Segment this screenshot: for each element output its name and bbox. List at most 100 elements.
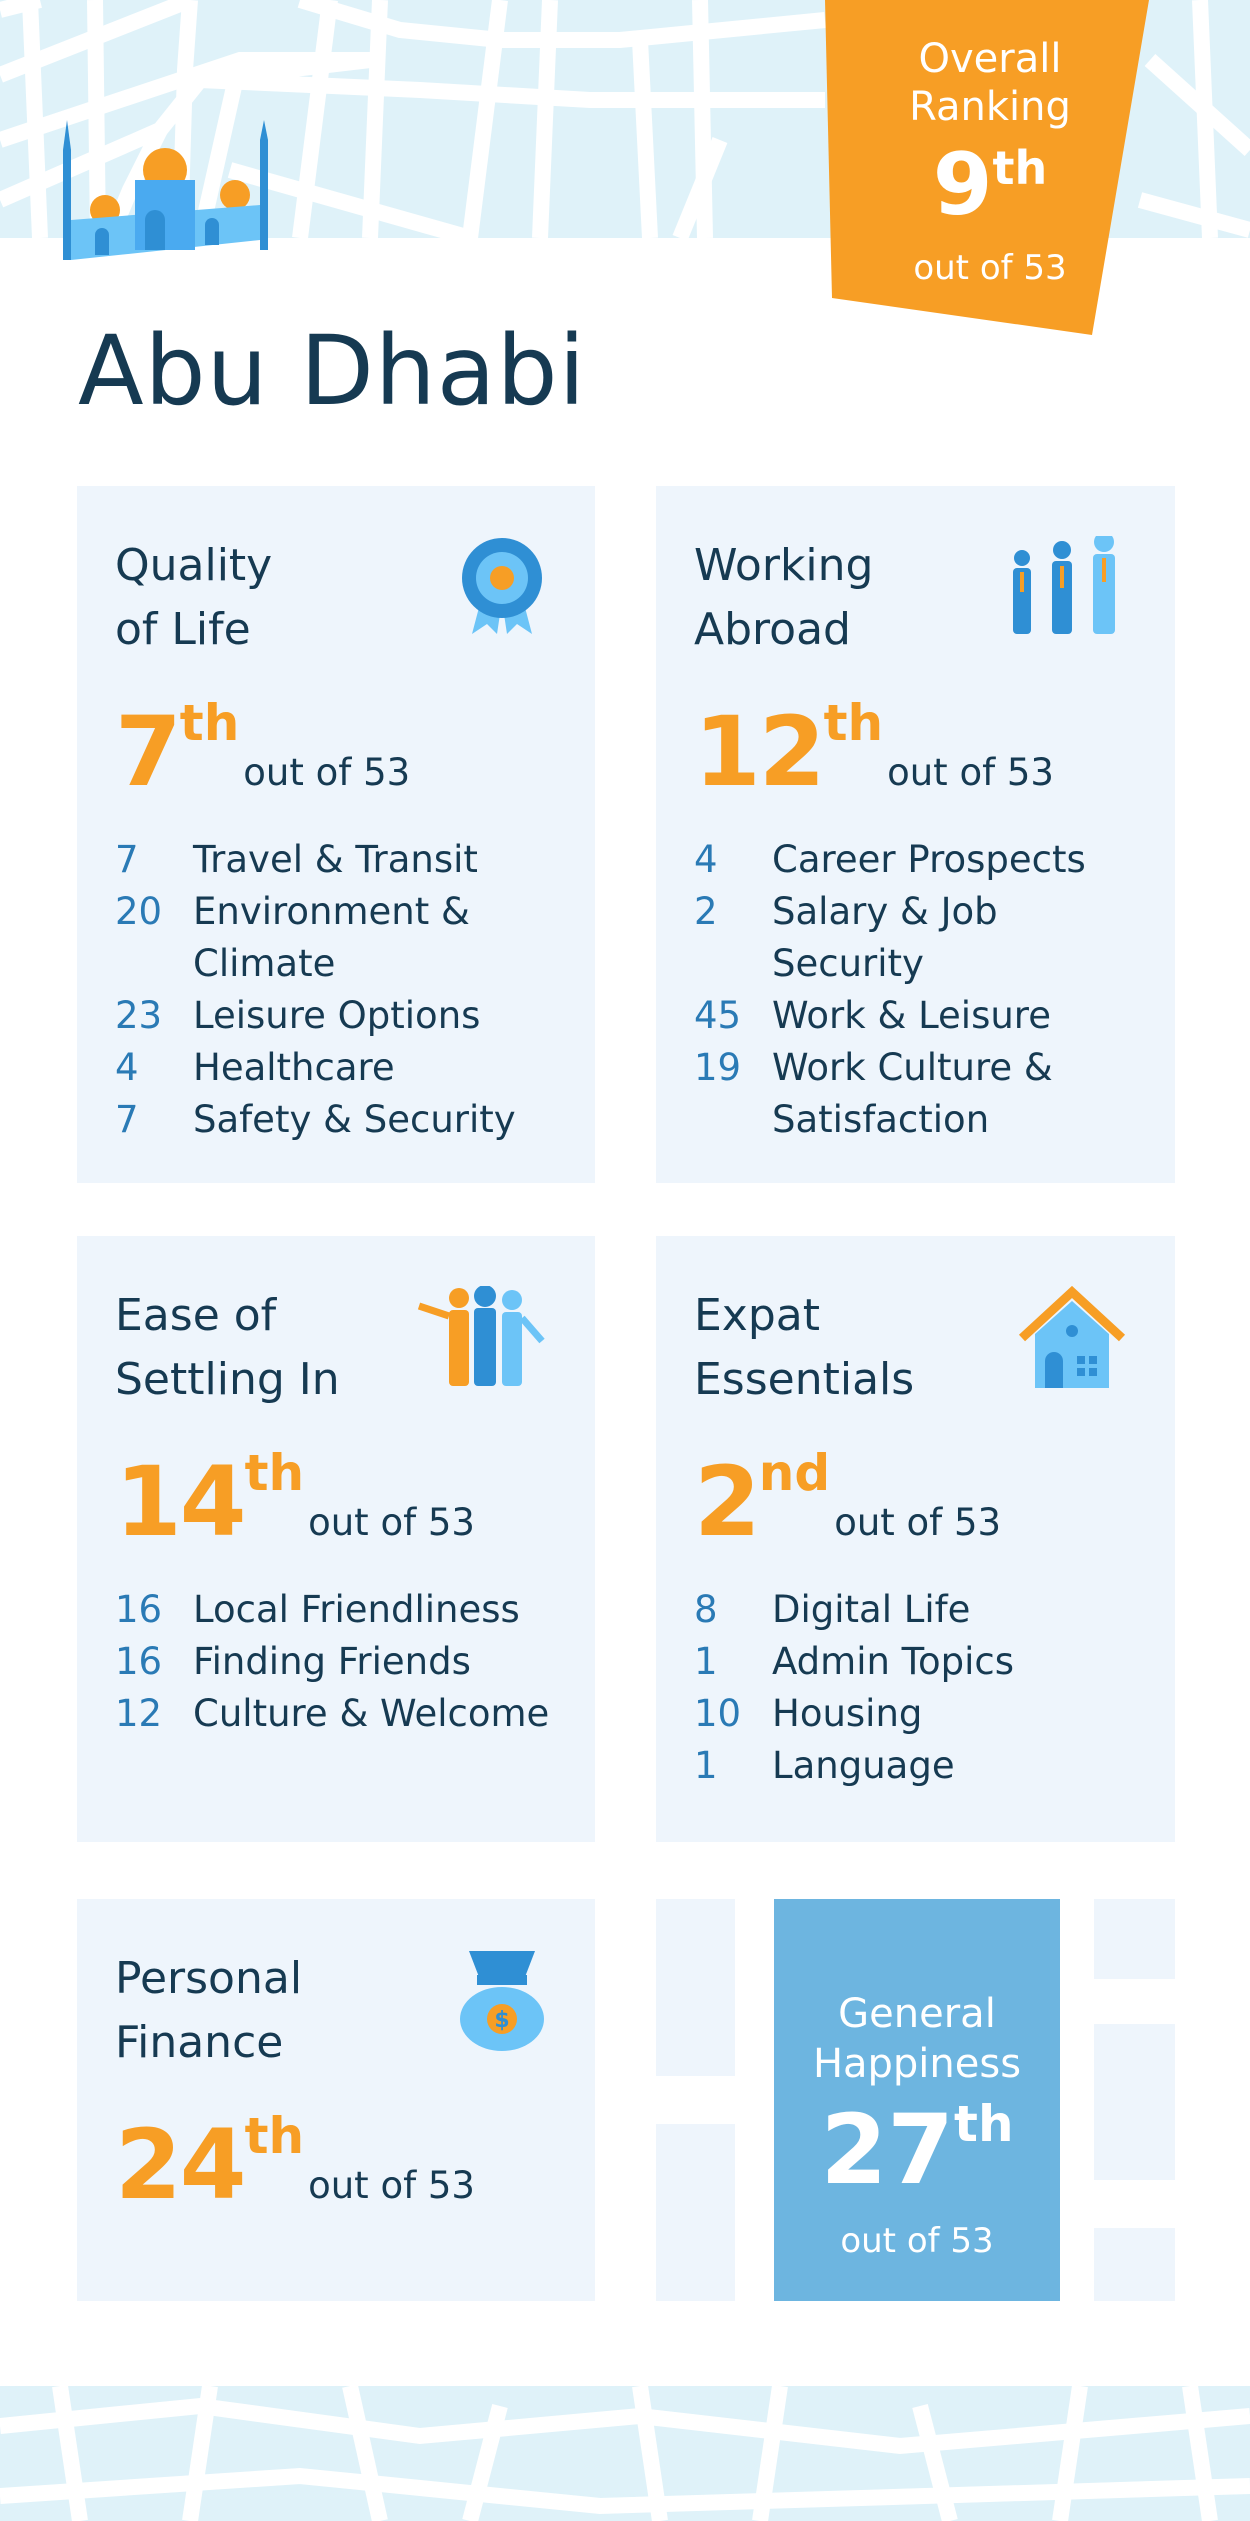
rank-number: 14 [115,1446,247,1558]
decor-block [1094,1899,1175,1979]
sub-rank: 16 [115,1588,163,1631]
rank-number: 7 [115,696,182,808]
rank-number: 12 [694,696,826,808]
card-rank: 24thout of 53 [115,2107,595,2221]
list-item: 1 Admin Topics [694,1636,1175,1688]
sub-ranking-list: 16 Local Friendliness 16 Finding Friends 12 C… [115,1584,595,1740]
overall-label-1: Overall [918,36,1062,82]
card-title-line: Personal [115,1953,303,2004]
overall-label-2: Ranking [909,84,1071,130]
rank-suffix: th [179,694,240,752]
rank-suffix: th [244,1444,305,1502]
card-expat-essentials: Expat Essentials 2ndout of 53 8 Digital Life… [656,1236,1175,1842]
card-title: Expat Essentials [694,1284,1175,1412]
rank-out-of: out of 53 [243,751,411,794]
card-title-line: Settling In [115,1354,340,1405]
list-item: 12 Culture & Welcome [115,1688,595,1740]
card-title-line: Ease of [115,1290,277,1341]
sub-label: Culture & Welcome [193,1692,550,1735]
sub-rank: 7 [115,838,139,881]
list-item: 45 Work & Leisure [694,990,1175,1042]
money-bag-icon: $ [457,1949,547,2058]
rank-out-of: out of 53 [887,751,1054,794]
card-title-line: Abroad [694,604,851,655]
sub-rank: 12 [115,1692,163,1735]
sub-label: Travel & Transit [193,838,478,881]
svg-text:$: $ [494,2008,509,2033]
sub-rank: 45 [694,994,742,1037]
sub-ranking-list: 7 Travel & Transit 20 Environment & Climate… [115,834,595,1146]
sub-ranking-list: 4 Career Prospects 2 Salary & Job Security 4… [694,834,1175,1146]
rank-out-of: out of 53 [308,2164,475,2207]
card-rank: 12thout of 53 [694,694,1175,808]
sub-label: Career Prospects [772,838,1086,881]
list-item: 4 Healthcare [115,1042,595,1094]
decor-block [656,1899,735,2076]
happiness-rank-suffix: th [954,2095,1014,2153]
decor-block [656,2124,735,2301]
sub-label: Safety & Security [193,1098,516,1141]
list-item: 16 Finding Friends [115,1636,595,1688]
sub-rank: 23 [115,994,163,1037]
sub-ranking-list: 8 Digital Life 1 Admin Topics 10 Housing 1 Lang… [694,1584,1175,1792]
sub-label: Admin Topics [772,1640,1015,1683]
card-quality-of-life: Quality of Life 7thout of 53 7 Travel & Tran… [77,486,595,1183]
page-title: Abu Dhabi [78,315,587,427]
card-working-abroad: Working Abroad 12thout of 53 4 Career Prospe… [656,486,1175,1183]
rank-suffix: th [244,2107,305,2165]
happiness-rank: 27 [820,2094,955,2206]
rank-suffix: th [823,694,884,752]
list-item: 4 Career Prospects [694,834,1175,886]
card-rank: 7thout of 53 [115,694,595,808]
mosque-illustration [63,120,268,260]
sub-rank: 4 [694,838,718,881]
list-item: 16 Local Friendliness [115,1584,595,1636]
sub-rank: 19 [694,1046,742,1089]
sub-rank: 4 [115,1046,139,1089]
overall-ranking-banner [825,0,1149,335]
list-item: 1 Language [694,1740,1175,1792]
sub-label: Leisure Options [193,994,481,1037]
card-ease-of-settling-in: Ease of Settling In 14thout of 53 16 Local F… [77,1236,595,1842]
list-item: 10 Housing [694,1688,1175,1740]
sub-label: Local Friendliness [193,1588,520,1631]
card-title-line: Working [694,540,874,591]
list-item: 2 Salary & Job Security [694,886,1175,990]
list-item: 23 Leisure Options [115,990,595,1042]
rank-number: 2 [694,1446,761,1558]
business-people-icon [1007,532,1127,640]
rank-out-of: out of 53 [834,1501,1002,1544]
map-background-bottom [0,2386,1250,2521]
decor-block [1094,2024,1175,2180]
sub-label: Digital Life [772,1588,971,1631]
group-people-icon [417,1285,547,1390]
sub-label: Work & Leisure [772,994,1051,1037]
happiness-label-1: General [838,1991,996,2037]
list-item: 7 Travel & Transit [115,834,595,886]
list-item: 8 Digital Life [694,1584,1175,1636]
happiness-label-2: Happiness [812,2041,1022,2087]
sub-rank: 16 [115,1640,163,1683]
sub-label: Housing [772,1692,923,1735]
sub-rank: 1 [694,1640,718,1683]
rank-number: 24 [115,2109,247,2221]
sub-rank: 10 [694,1692,742,1735]
card-title: Quality of Life [115,534,595,662]
card-personal-finance: Personal Finance $24thout of 53 [77,1899,595,2301]
sub-rank: 7 [115,1098,139,1141]
general-happiness-card: General Happiness 27th out of 53 [774,1899,1060,2301]
overall-rank-suffix: th [992,141,1048,195]
sub-label: Salary & Job Security [772,890,998,985]
happiness-out-of: out of 53 [840,2221,994,2261]
list-item: 7 Safety & Security [115,1094,595,1146]
card-title: Working Abroad [694,534,1175,662]
card-title-line: Essentials [694,1354,915,1405]
card-title: Personal Finance [115,1947,595,2075]
sub-label: Healthcare [193,1046,395,1089]
decor-block [1094,2228,1175,2301]
list-item: 20 Environment & Climate [115,886,595,990]
card-title: Ease of Settling In [115,1284,595,1412]
rank-suffix: nd [758,1444,831,1502]
sub-label: Language [772,1744,955,1787]
sub-label: Finding Friends [193,1640,471,1683]
